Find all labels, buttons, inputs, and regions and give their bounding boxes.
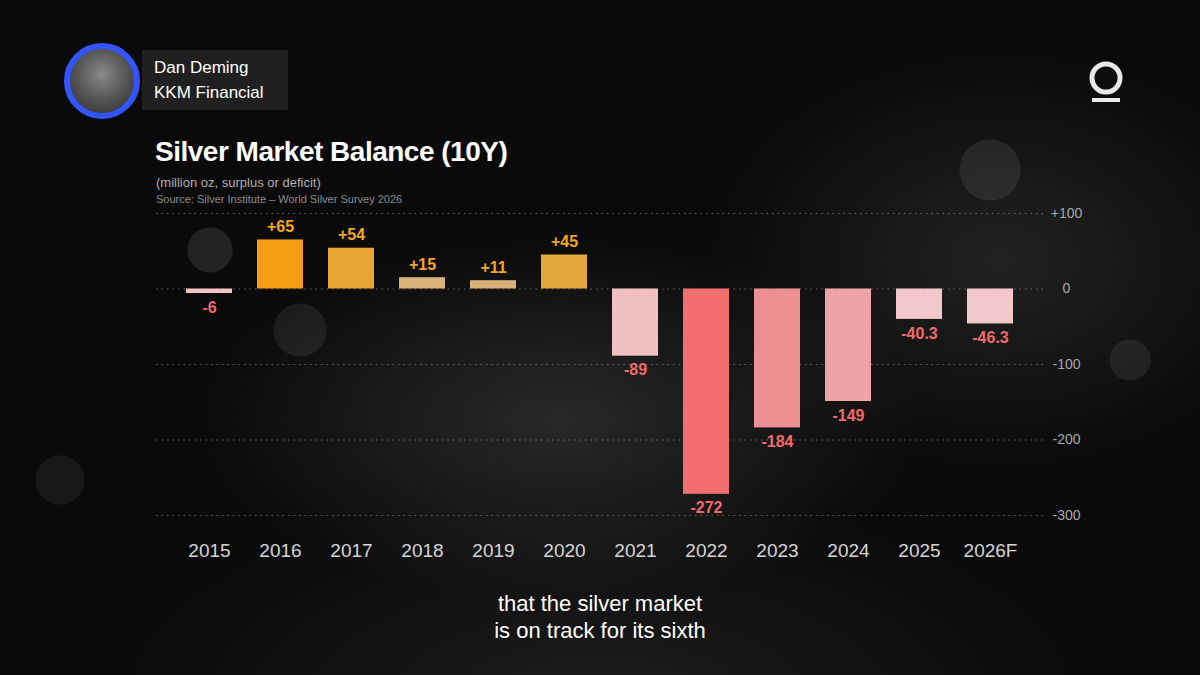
svg-text:-200: -200 bbox=[1052, 431, 1080, 447]
html-text:KKM Financial: KKM Financial bbox=[154, 83, 264, 102]
svg-text:2018: 2018 bbox=[401, 540, 443, 561]
svg-text:-184: -184 bbox=[761, 433, 793, 450]
svg-text:2015: 2015 bbox=[188, 540, 230, 561]
svg-text:2022: 2022 bbox=[685, 540, 727, 561]
svg-text:+11: +11 bbox=[480, 259, 506, 276]
svg-text:-40.3: -40.3 bbox=[901, 325, 938, 342]
svg-text:2025: 2025 bbox=[898, 540, 940, 561]
html-text:(million oz, surplus or defici: (million oz, surplus or deficit) bbox=[156, 175, 321, 190]
svg-text:-272: -272 bbox=[690, 499, 722, 516]
svg-text:+15: +15 bbox=[409, 256, 436, 273]
html-text:Source: Silver Institute – Wor: Source: Silver Institute – World Silver … bbox=[156, 193, 403, 205]
svg-text:2016: 2016 bbox=[259, 540, 301, 561]
svg-text:-6: -6 bbox=[202, 299, 216, 316]
svg-text:+54: +54 bbox=[338, 226, 365, 243]
html-text:that the silver market: that the silver market bbox=[497, 591, 703, 616]
svg-text:0: 0 bbox=[1063, 280, 1071, 296]
svg-text:-46.3: -46.3 bbox=[972, 329, 1009, 346]
svg-text:2026F: 2026F bbox=[964, 540, 1018, 561]
svg-text:2021: 2021 bbox=[614, 540, 656, 561]
html-text:Silver Market Balance (10Y): Silver Market Balance (10Y) bbox=[155, 136, 508, 167]
svg-text:2017: 2017 bbox=[330, 540, 372, 561]
html-text:is on track for its sixth: is on track for its sixth bbox=[494, 618, 706, 643]
svg-text:+100: +100 bbox=[1051, 205, 1083, 221]
svg-text:2023: 2023 bbox=[756, 540, 798, 561]
svg-text:+65: +65 bbox=[267, 218, 294, 235]
svg-text:-100: -100 bbox=[1052, 356, 1080, 372]
svg-text:-89: -89 bbox=[624, 361, 647, 378]
svg-text:2019: 2019 bbox=[472, 540, 514, 561]
svg-text:-149: -149 bbox=[832, 407, 864, 424]
svg-text:+45: +45 bbox=[551, 233, 578, 250]
html-text:Dan Deming: Dan Deming bbox=[154, 58, 249, 77]
svg-text:2024: 2024 bbox=[827, 540, 870, 561]
svg-text:2020: 2020 bbox=[543, 540, 585, 561]
svg-text:-300: -300 bbox=[1052, 507, 1080, 523]
